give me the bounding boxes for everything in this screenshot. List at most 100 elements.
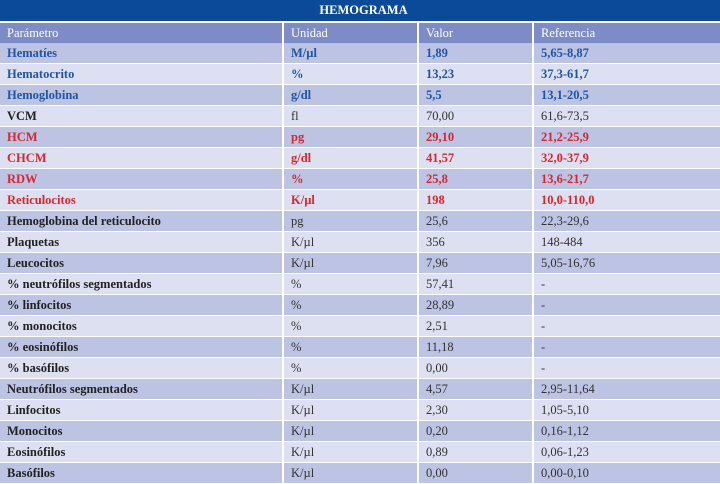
parameter-cell: % neutrófilos segmentados bbox=[0, 273, 284, 295]
table-row: CHCM g/dl 41,57 32,0-37,9 bbox=[0, 147, 720, 169]
parameter-cell: Monocitos bbox=[0, 420, 284, 442]
table-row: Hematocrito% 13,23 37,3-61,7 bbox=[0, 63, 720, 85]
table-row: % monocitos% 2,51- bbox=[0, 315, 720, 337]
reference-cell: 2,95-11,64 bbox=[533, 378, 720, 400]
reference-cell: - bbox=[533, 336, 720, 358]
parameter-cell: Hematocrito bbox=[0, 63, 284, 85]
value-cell: 198 bbox=[418, 189, 534, 211]
value-cell: 2,51 bbox=[418, 315, 534, 337]
parameter-cell: Leucocitos bbox=[0, 252, 284, 274]
parameter-cell: Neutrófilos segmentados bbox=[0, 378, 284, 400]
reference-cell: 5,65-8,87 bbox=[533, 43, 720, 64]
column-header-unit: Unidad bbox=[283, 22, 419, 43]
unit-cell: % bbox=[283, 273, 419, 295]
parameter-cell: % monocitos bbox=[0, 315, 284, 337]
table-row: Reticulocitos K/µl 198 10,0-110,0 bbox=[0, 189, 720, 211]
unit-cell: % bbox=[283, 357, 419, 379]
reference-cell: 0,00-0,10 bbox=[533, 462, 720, 484]
unit-cell: K/µl bbox=[283, 462, 419, 484]
value-cell: 0,89 bbox=[418, 441, 534, 463]
value-cell: 4,57 bbox=[418, 378, 534, 400]
table-row: Hemoglobina del reticulocito pg 25,6 22,3-2… bbox=[0, 210, 720, 232]
reference-cell: 13,1-20,5 bbox=[533, 84, 720, 106]
value-cell: 5,5 bbox=[418, 84, 534, 106]
reference-cell: - bbox=[533, 273, 720, 295]
unit-cell: g/dl bbox=[283, 147, 419, 169]
parameter-cell: Hematíes bbox=[0, 43, 284, 64]
parameter-cell: Reticulocitos bbox=[0, 189, 284, 211]
parameter-cell: % basófilos bbox=[0, 357, 284, 379]
unit-cell: M/µl bbox=[283, 43, 419, 64]
parameter-cell: VCM bbox=[0, 105, 284, 127]
value-cell: 2,30 bbox=[418, 399, 534, 421]
parameter-cell: Eosinófilos bbox=[0, 441, 284, 463]
table-row: VCM fl 70,00 61,6-73,5 bbox=[0, 105, 720, 127]
table-row: % neutrófilos segmentados% 57,41- bbox=[0, 273, 720, 295]
reference-cell: 13,6-21,7 bbox=[533, 168, 720, 190]
value-cell: 0,00 bbox=[418, 357, 534, 379]
reference-cell: 10,0-110,0 bbox=[533, 189, 720, 211]
reference-cell: 1,05-5,10 bbox=[533, 399, 720, 421]
parameter-cell: % eosinófilos bbox=[0, 336, 284, 358]
table-row: Hematíes M/µl 1,89 5,65-8,87 bbox=[0, 43, 720, 64]
unit-cell: pg bbox=[283, 210, 419, 232]
parameter-cell: Hemoglobina bbox=[0, 84, 284, 106]
value-cell: 1,89 bbox=[418, 43, 534, 64]
table-row: % basófilos% 0,00- bbox=[0, 357, 720, 379]
value-cell: 0,00 bbox=[418, 462, 534, 484]
unit-cell: % bbox=[283, 168, 419, 190]
reference-cell: 61,6-73,5 bbox=[533, 105, 720, 127]
unit-cell: K/µl bbox=[283, 399, 419, 421]
table-row: % eosinófilos% 11,18- bbox=[0, 336, 720, 358]
table-row: Basófilos K/µl 0,00 0,00-0,10 bbox=[0, 462, 720, 484]
value-cell: 0,20 bbox=[418, 420, 534, 442]
unit-cell: % bbox=[283, 336, 419, 358]
value-cell: 356 bbox=[418, 231, 534, 253]
column-header-parameter: Parámetro bbox=[0, 22, 284, 43]
value-cell: 28,89 bbox=[418, 294, 534, 316]
reference-cell: 21,2-25,9 bbox=[533, 126, 720, 148]
unit-cell: K/µl bbox=[283, 231, 419, 253]
value-cell: 41,57 bbox=[418, 147, 534, 169]
reference-cell: 37,3-61,7 bbox=[533, 63, 720, 85]
unit-cell: K/µl bbox=[283, 378, 419, 400]
unit-cell: K/µl bbox=[283, 189, 419, 211]
unit-cell: % bbox=[283, 315, 419, 337]
value-cell: 57,41 bbox=[418, 273, 534, 295]
column-header-reference: Referencia bbox=[533, 22, 720, 43]
unit-cell: % bbox=[283, 63, 419, 85]
unit-cell: % bbox=[283, 294, 419, 316]
table-row: Neutrófilos segmentados K/µl 4,57 2,95-11,6… bbox=[0, 378, 720, 400]
unit-cell: K/µl bbox=[283, 420, 419, 442]
reference-cell: 32,0-37,9 bbox=[533, 147, 720, 169]
column-header-value: Valor bbox=[418, 22, 534, 43]
parameter-cell: Basófilos bbox=[0, 462, 284, 484]
value-cell: 11,18 bbox=[418, 336, 534, 358]
parameter-cell: Hemoglobina del reticulocito bbox=[0, 210, 284, 232]
table-row: Eosinófilos K/µl 0,89 0,06-1,23 bbox=[0, 441, 720, 463]
value-cell: 29,10 bbox=[418, 126, 534, 148]
parameter-cell: Linfocitos bbox=[0, 399, 284, 421]
unit-cell: pg bbox=[283, 126, 419, 148]
unit-cell: K/µl bbox=[283, 252, 419, 274]
parameter-cell: CHCM bbox=[0, 147, 284, 169]
unit-cell: g/dl bbox=[283, 84, 419, 106]
table-row: Monocitos K/µl 0,20 0,16-1,12 bbox=[0, 420, 720, 442]
reference-cell: 22,3-29,6 bbox=[533, 210, 720, 232]
value-cell: 7,96 bbox=[418, 252, 534, 274]
reference-cell: - bbox=[533, 357, 720, 379]
value-cell: 25,8 bbox=[418, 168, 534, 190]
unit-cell: K/µl bbox=[283, 441, 419, 463]
parameter-cell: RDW bbox=[0, 168, 284, 190]
value-cell: 13,23 bbox=[418, 63, 534, 85]
unit-cell: fl bbox=[283, 105, 419, 127]
reference-cell: - bbox=[533, 294, 720, 316]
table-row: Hemoglobina g/dl 5,5 13,1-20,5 bbox=[0, 84, 720, 106]
table-row: RDW% 25,8 13,6-21,7 bbox=[0, 168, 720, 190]
value-cell: 25,6 bbox=[418, 210, 534, 232]
reference-cell: - bbox=[533, 315, 720, 337]
table-row: Plaquetas K/µl 356 148-484 bbox=[0, 231, 720, 253]
reference-cell: 5,05-16,76 bbox=[533, 252, 720, 274]
reference-cell: 148-484 bbox=[533, 231, 720, 253]
